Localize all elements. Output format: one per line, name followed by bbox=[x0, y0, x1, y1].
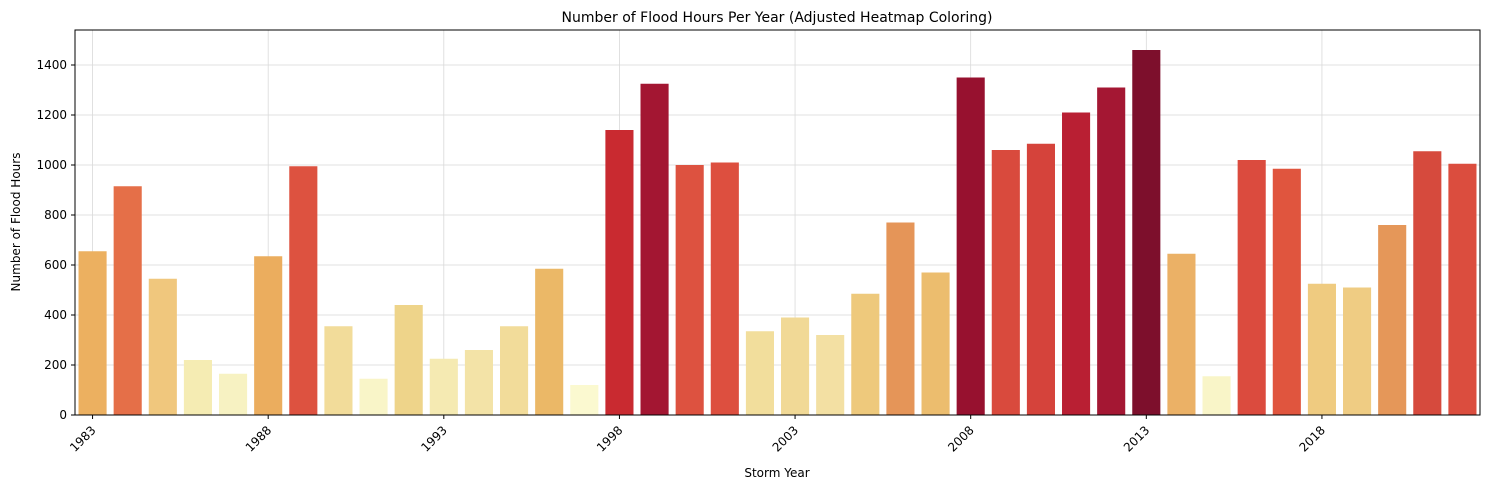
bar-2014 bbox=[1167, 253, 1196, 415]
bar-2002 bbox=[745, 331, 774, 415]
y-tick-label: 0 bbox=[59, 408, 67, 422]
bar-2020 bbox=[1378, 225, 1407, 415]
bar-2016 bbox=[1237, 160, 1266, 415]
x-tick-label: 1993 bbox=[418, 423, 449, 454]
bar-2011 bbox=[1062, 112, 1091, 415]
bar-1991 bbox=[359, 378, 388, 415]
bar-2021 bbox=[1413, 151, 1442, 415]
y-tick-label: 200 bbox=[44, 358, 67, 372]
chart-title: Number of Flood Hours Per Year (Adjusted… bbox=[562, 10, 993, 26]
x-tick-label: 1983 bbox=[67, 423, 98, 454]
plot-frame bbox=[74, 29, 1481, 416]
y-axis-label: Number of Flood Hours bbox=[9, 153, 23, 292]
bar-1999 bbox=[640, 83, 669, 415]
grid bbox=[75, 30, 1480, 416]
x-tick-label: 1988 bbox=[243, 423, 274, 454]
bar-2017 bbox=[1272, 168, 1301, 415]
y-tick-label: 400 bbox=[44, 308, 67, 322]
bar-1989 bbox=[289, 166, 318, 415]
bars bbox=[78, 50, 1477, 415]
y-tick-label: 1000 bbox=[36, 158, 67, 172]
bar-2001 bbox=[710, 162, 739, 415]
y-tick-label: 1400 bbox=[36, 58, 67, 72]
bar-2015 bbox=[1202, 376, 1231, 415]
bar-1992 bbox=[394, 305, 423, 415]
bar-2012 bbox=[1097, 87, 1126, 415]
bar-1985 bbox=[148, 278, 177, 415]
bar-2008 bbox=[956, 77, 985, 415]
y-tick-label: 800 bbox=[44, 208, 67, 222]
bar-1998 bbox=[605, 130, 634, 415]
bar-2022 bbox=[1448, 163, 1477, 415]
x-tick-label: 2008 bbox=[945, 423, 976, 454]
bar-2005 bbox=[851, 293, 880, 415]
x-tick-label: 2003 bbox=[770, 423, 801, 454]
x-tick-label: 2013 bbox=[1121, 423, 1152, 454]
y-tick-label: 600 bbox=[44, 258, 67, 272]
bar-2000 bbox=[675, 165, 704, 415]
bar-1997 bbox=[570, 385, 599, 415]
bar-2010 bbox=[1026, 143, 1055, 415]
bar-1993 bbox=[429, 358, 458, 415]
bar-1984 bbox=[113, 186, 142, 415]
bar-2018 bbox=[1307, 283, 1336, 415]
x-axis-label: Storm Year bbox=[744, 466, 809, 480]
bar-1990 bbox=[324, 326, 353, 415]
bar-1983 bbox=[78, 251, 107, 415]
bar-1988 bbox=[254, 256, 283, 415]
bar-1994 bbox=[464, 350, 493, 415]
bar-2003 bbox=[781, 317, 810, 415]
bar-2004 bbox=[816, 335, 845, 415]
bar-1996 bbox=[535, 268, 564, 415]
bar-2009 bbox=[991, 150, 1020, 415]
bar-1987 bbox=[219, 373, 248, 415]
x-tick-label: 1998 bbox=[594, 423, 625, 454]
bar-2019 bbox=[1343, 287, 1372, 415]
bar-1986 bbox=[183, 360, 212, 415]
bar-2006 bbox=[886, 222, 915, 415]
y-axis-ticks: 0 200 400 600 800 1000 1200 1400 bbox=[36, 58, 75, 422]
bar-2013 bbox=[1132, 50, 1161, 415]
y-tick-label: 1200 bbox=[36, 108, 67, 122]
x-axis-ticks: 1983 1988 1993 1998 2003 2008 2013 2018 bbox=[67, 415, 1328, 455]
bar-2007 bbox=[921, 272, 950, 415]
x-tick-label: 2018 bbox=[1296, 423, 1327, 454]
bar-1995 bbox=[500, 326, 529, 415]
